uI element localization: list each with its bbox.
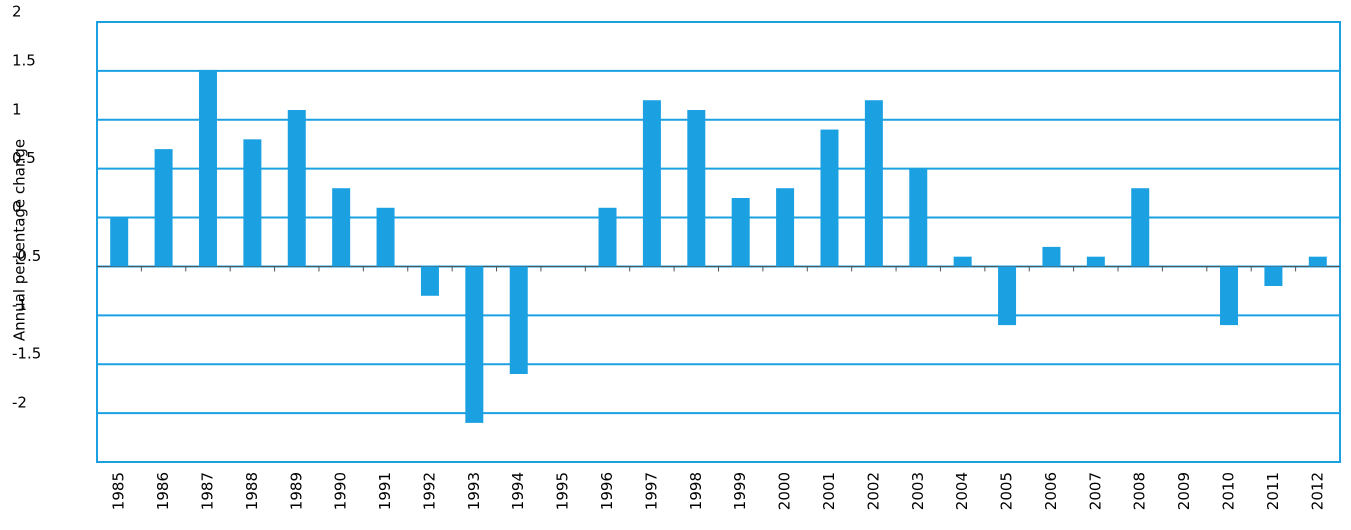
x-tick-label: 1994 <box>509 472 527 510</box>
y-tick-label: 1.5 <box>12 51 36 69</box>
y-tick-label: 0.5 <box>12 149 36 167</box>
bar <box>154 149 173 267</box>
bar <box>243 139 262 267</box>
x-tick-label: 1996 <box>598 472 616 510</box>
x-tick-label: 2005 <box>998 472 1016 510</box>
x-tick-label: 1989 <box>287 472 305 510</box>
x-tick-label: 2001 <box>820 472 838 510</box>
x-tick-label: 2008 <box>1131 472 1149 510</box>
x-tick-label: 2002 <box>864 472 882 510</box>
x-tick-label: 1993 <box>465 472 483 510</box>
bar <box>776 188 795 267</box>
x-tick-label: 2003 <box>909 472 927 510</box>
bar <box>509 266 528 374</box>
x-tick-label: 1999 <box>731 472 749 510</box>
x-tick-label: 1992 <box>420 472 438 510</box>
x-tick-label: 1998 <box>687 472 705 510</box>
x-tick-label: 1988 <box>243 472 261 510</box>
bar <box>1308 256 1327 267</box>
y-tick-label: 2 <box>12 3 22 21</box>
x-tick-label: 2009 <box>1175 472 1193 510</box>
y-tick-label: -1.5 <box>12 345 41 363</box>
x-tick-label: 2007 <box>1086 472 1104 510</box>
x-tick-label: 2000 <box>776 472 794 510</box>
bar <box>820 129 839 267</box>
x-tick-label: 1985 <box>110 472 128 510</box>
x-tick-label: 2010 <box>1220 472 1238 510</box>
bar <box>598 207 617 267</box>
bar <box>376 207 395 267</box>
bar <box>332 188 351 267</box>
bar <box>731 198 750 267</box>
y-axis-label: Annual percentage change <box>11 139 29 341</box>
x-tick-label: 2012 <box>1308 472 1326 510</box>
bar <box>953 256 972 267</box>
bar <box>864 100 883 267</box>
y-tick-label: -1 <box>12 296 27 314</box>
bar <box>287 110 306 267</box>
bar <box>642 100 661 267</box>
bar <box>1220 266 1239 326</box>
bar <box>465 266 484 423</box>
x-tick-label: 1991 <box>376 472 394 510</box>
bar <box>998 266 1017 326</box>
x-tick-label: 1990 <box>332 472 350 510</box>
bar <box>1264 266 1283 286</box>
x-tick-label: 1987 <box>198 472 216 510</box>
x-tick-label: 1986 <box>154 472 172 510</box>
x-tick-label: 2011 <box>1264 472 1282 510</box>
bar <box>687 110 706 267</box>
x-tick-label: 2004 <box>953 472 971 510</box>
bar <box>110 217 129 267</box>
y-tick-label: 1 <box>12 100 22 118</box>
bar <box>420 266 439 296</box>
y-tick-label: -2 <box>12 394 27 412</box>
y-tick-label: 0 <box>12 198 22 216</box>
bar <box>1131 188 1150 267</box>
x-tick-label: 2006 <box>1042 472 1060 510</box>
bar <box>909 168 928 267</box>
bar <box>198 70 217 267</box>
x-tick-label: 1997 <box>642 472 660 510</box>
x-tick-label: 1995 <box>554 472 572 510</box>
bar <box>1042 246 1061 267</box>
y-tick-label: -0.5 <box>12 247 41 265</box>
plot-frame <box>96 21 1341 463</box>
bar <box>1086 256 1105 267</box>
